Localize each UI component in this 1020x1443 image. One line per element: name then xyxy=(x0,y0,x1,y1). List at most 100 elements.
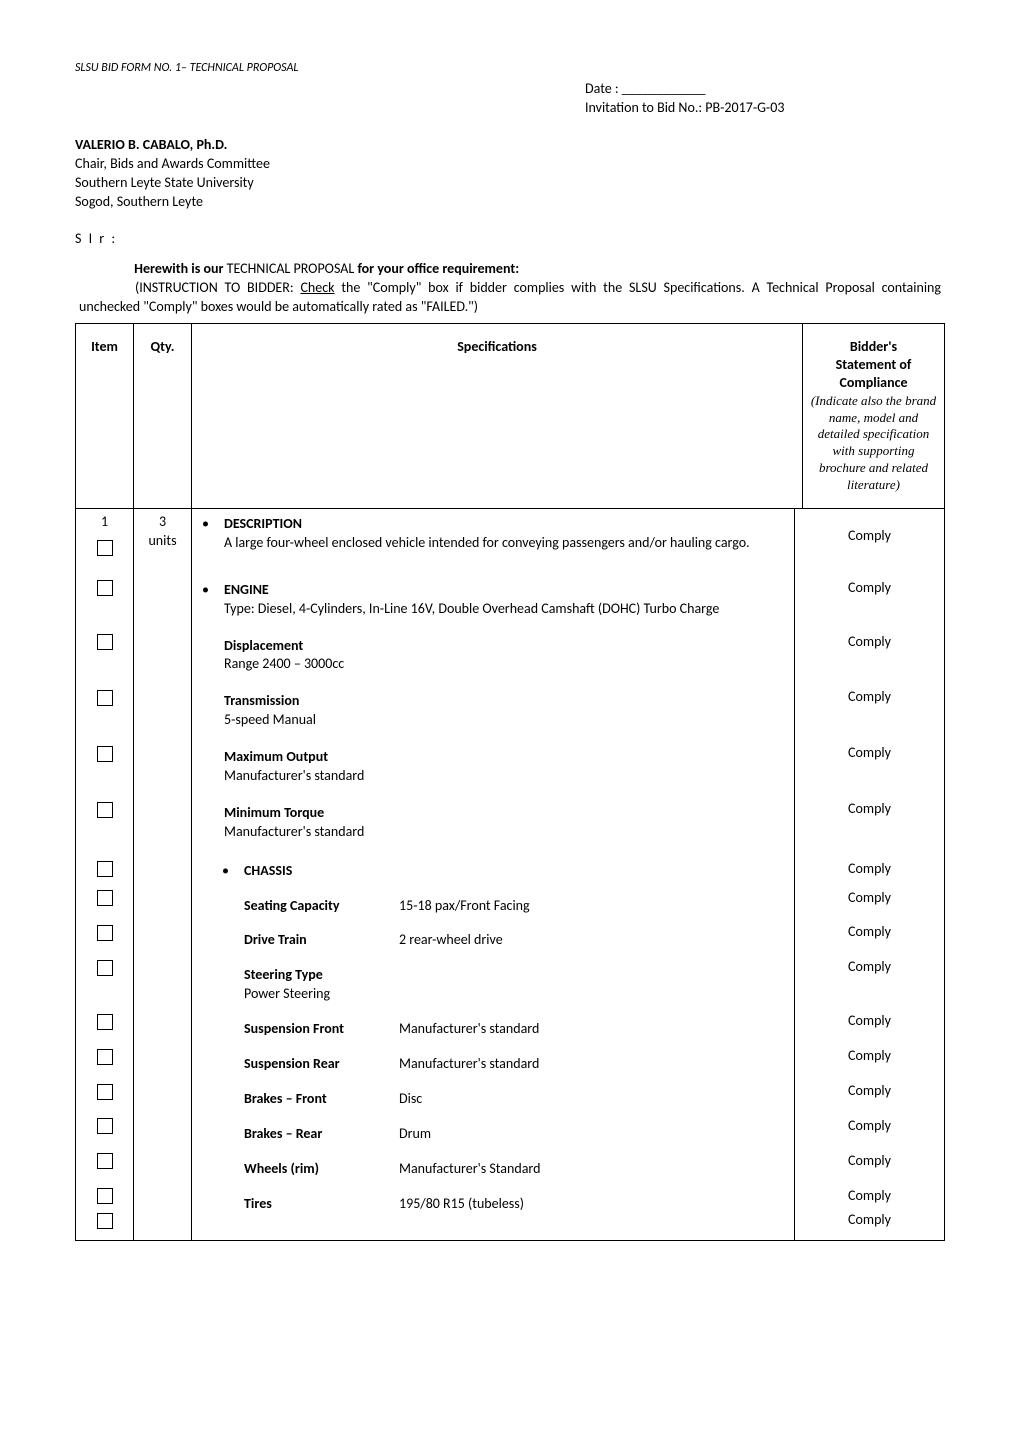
chassis-k-6: Brakes – Rear xyxy=(244,1125,399,1144)
row-chassis-0: Seating Capacity15-18 pax/Front Facing C… xyxy=(76,885,944,920)
date-blank: ____________ xyxy=(622,80,706,97)
comply-chassis-3: Comply xyxy=(799,1012,940,1031)
comply-chassis-1: Comply xyxy=(799,923,940,942)
table-body-row: 1 3 units • DESCRIPTION xyxy=(76,509,945,1241)
comply-chassis-8: Comply xyxy=(799,1187,940,1206)
intro-mid: TECHNICAL PROPOSAL xyxy=(227,260,358,277)
intro-block: Herewith is our TECHNICAL PROPOSAL for y… xyxy=(75,260,945,317)
intro-suffix: for your office requirement: xyxy=(357,260,519,277)
th-item: Item xyxy=(76,324,134,509)
chassis-k-7: Wheels (rim) xyxy=(244,1160,399,1179)
addressee-line1: Chair, Bids and Awards Committee xyxy=(75,155,945,174)
chassis-v-1: 2 rear-wheel drive xyxy=(399,931,784,950)
intro-instr-prefix: (INSTRUCTION TO BIDDER: xyxy=(135,279,300,296)
chassis-v-0: 15-18 pax/Front Facing xyxy=(399,897,784,916)
row-chassis-6: Brakes – RearDrum Comply xyxy=(76,1113,944,1148)
qty-unit: units xyxy=(134,532,191,551)
th-qty: Qty. xyxy=(134,324,192,509)
row-max-output: Maximum Output Manufacturer's standard C… xyxy=(76,734,944,790)
chassis-k-2: Steering Type xyxy=(244,966,399,985)
th-spec: Specifications xyxy=(192,324,803,509)
checkbox-chassis-0[interactable] xyxy=(97,890,113,906)
value-transmission: 5-speed Manual xyxy=(224,711,784,730)
checkbox-chassis-1[interactable] xyxy=(97,925,113,941)
checkbox-chassis-8b[interactable] xyxy=(97,1213,113,1229)
row-chassis-1: Drive Train2 rear-wheel drive Comply xyxy=(76,919,944,954)
comply-chassis-5: Comply xyxy=(799,1082,940,1101)
checkbox-chassis-2[interactable] xyxy=(97,960,113,976)
value-max-output: Manufacturer's standard xyxy=(224,767,784,786)
checkbox-chassis-8[interactable] xyxy=(97,1188,113,1204)
chassis-k-0: Seating Capacity xyxy=(244,897,399,916)
row-chassis-7: Wheels (rim)Manufacturer's Standard Comp… xyxy=(76,1148,944,1183)
checkbox-chassis-4[interactable] xyxy=(97,1049,113,1065)
chassis-v-5: Disc xyxy=(399,1090,784,1109)
comply-min-torque: Comply xyxy=(799,800,940,819)
row-chassis-heading: • CHASSIS Comply xyxy=(76,856,944,885)
intro-line1: Herewith is our TECHNICAL PROPOSAL for y… xyxy=(75,260,945,279)
comply-max-output: Comply xyxy=(799,744,940,763)
checkbox-transmission[interactable] xyxy=(97,690,113,706)
row-transmission: Transmission 5-speed Manual Comply xyxy=(76,678,944,734)
comply-chassis-7: Comply xyxy=(799,1152,940,1171)
label-displacement: Displacement xyxy=(224,637,784,656)
chassis-v-2: Power Steering xyxy=(244,985,784,1004)
row-chassis-8: Tires195/80 R15 (tubeless) Comply Comply xyxy=(76,1183,944,1231)
addressee-block: VALERIO B. CABALO, Ph.D. Chair, Bids and… xyxy=(75,136,945,212)
item-number: 1 xyxy=(76,513,133,532)
header-right-block: Date : ____________ Invitation to Bid No… xyxy=(585,80,945,118)
qty-value: 3 xyxy=(134,513,191,532)
row-engine: • ENGINE Type: Diesel, 4-Cylinders, In-L… xyxy=(76,575,944,623)
addressee-line2: Southern Leyte State University xyxy=(75,174,945,193)
checkbox-chassis-5[interactable] xyxy=(97,1084,113,1100)
row-displacement: Displacement Range 2400 – 3000cc Comply xyxy=(76,623,944,679)
checkbox-max-output[interactable] xyxy=(97,746,113,762)
heading-chassis: CHASSIS xyxy=(244,862,292,881)
comply-engine: Comply xyxy=(799,579,940,598)
row-chassis-3: Suspension FrontManufacturer's standard … xyxy=(76,1008,944,1043)
chassis-v-6: Drum xyxy=(399,1125,784,1144)
chassis-v-8: 195/80 R15 (tubeless) xyxy=(399,1195,784,1214)
heading-description: DESCRIPTION xyxy=(224,515,302,534)
engine-type-line: Type: Diesel, 4-Cylinders, In-Line 16V, … xyxy=(224,600,784,619)
inner-layout-table: 1 3 units • DESCRIPTION xyxy=(76,509,944,1240)
salutation: S I r : xyxy=(75,230,945,249)
row-description: 1 3 units • DESCRIPTION xyxy=(76,509,944,557)
chassis-v-3: Manufacturer's standard xyxy=(399,1020,784,1039)
th-bidder: Bidder's Statement of Compliance (Indica… xyxy=(803,324,945,509)
bullet-icon: • xyxy=(222,862,244,881)
checkbox-chassis-3[interactable] xyxy=(97,1014,113,1030)
date-label: Date : xyxy=(585,80,619,97)
chassis-v-7: Manufacturer's Standard xyxy=(399,1160,784,1179)
addressee-name: VALERIO B. CABALO, Ph.D. xyxy=(75,136,945,155)
table-header-row: Item Qty. Specifications Bidder's Statem… xyxy=(76,324,945,509)
heading-engine: ENGINE xyxy=(224,581,269,600)
comply-chassis-8b: Comply xyxy=(799,1211,940,1230)
checkbox-chassis[interactable] xyxy=(97,861,113,877)
checkbox-engine[interactable] xyxy=(97,580,113,596)
invitation-line: Invitation to Bid No.: PB-2017-G-03 xyxy=(585,99,945,118)
intro-instruction: (INSTRUCTION TO BIDDER: Check the "Compl… xyxy=(75,279,945,317)
intro-prefix: Herewith is our xyxy=(134,260,226,277)
comply-description: Comply xyxy=(799,527,940,546)
checkbox-description[interactable] xyxy=(97,540,113,556)
label-max-output: Maximum Output xyxy=(224,748,784,767)
comply-chassis: Comply xyxy=(799,860,940,879)
chassis-k-1: Drive Train xyxy=(244,931,399,950)
th-bidder-note: (Indicate also the brand name, model and… xyxy=(809,393,938,494)
checkbox-chassis-7[interactable] xyxy=(97,1153,113,1169)
th-bidder-l3: Compliance xyxy=(809,374,938,392)
form-number: SLSU BID FORM NO. 1– TECHNICAL PROPOSAL xyxy=(75,60,945,76)
value-displacement: Range 2400 – 3000cc xyxy=(224,655,784,674)
checkbox-min-torque[interactable] xyxy=(97,802,113,818)
chassis-k-8: Tires xyxy=(244,1195,399,1214)
bullet-icon: • xyxy=(202,581,224,600)
row-chassis-4: Suspension RearManufacturer's standard C… xyxy=(76,1043,944,1078)
checkbox-displacement[interactable] xyxy=(97,634,113,650)
row-chassis-5: Brakes – FrontDisc Comply xyxy=(76,1078,944,1113)
chassis-k-4: Suspension Rear xyxy=(244,1055,399,1074)
label-min-torque: Minimum Torque xyxy=(224,804,784,823)
chassis-v-4: Manufacturer's standard xyxy=(399,1055,784,1074)
checkbox-chassis-6[interactable] xyxy=(97,1118,113,1134)
date-line: Date : ____________ xyxy=(585,80,945,99)
